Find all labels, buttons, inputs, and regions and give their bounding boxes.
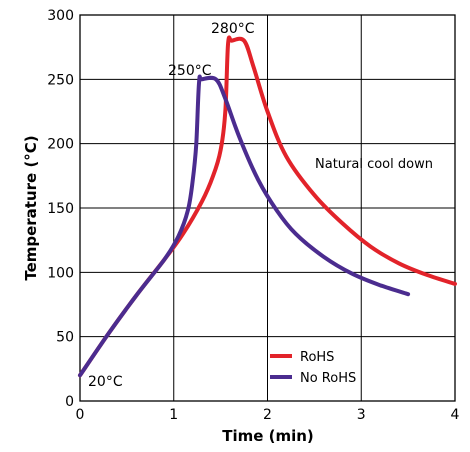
y-tick-label: 150 [47, 201, 74, 217]
y-tick-label: 250 [47, 72, 74, 88]
x-tick-label: 4 [451, 407, 460, 423]
y-axis-label: Temperature (°C) [22, 135, 40, 280]
annotation-start-temp: 20°C [88, 374, 123, 390]
x-tick-label: 1 [169, 407, 178, 423]
legend-label-rohs: RoHS [300, 350, 334, 365]
x-tick-label: 2 [263, 407, 272, 423]
y-tick-label: 200 [47, 137, 74, 153]
series-lines [78, 35, 457, 378]
x-tick-label: 3 [357, 407, 366, 423]
x-tick-labels: 0 1 2 3 4 [76, 407, 460, 423]
grid-lines [80, 15, 455, 401]
annotation-peak-rohs: 280°C [211, 21, 255, 37]
y-tick-label: 100 [47, 265, 74, 281]
x-axis-label: Time (min) [222, 427, 314, 445]
annotation-natural-cool-down: Natural cool down [315, 157, 433, 172]
legend-label-no-rohs: No RoHS [300, 371, 356, 386]
plot-frame [79, 14, 456, 402]
annotation-peak-no-rohs: 250°C [168, 63, 212, 79]
x-tick-label: 0 [76, 407, 85, 423]
y-tick-label: 300 [47, 8, 74, 24]
legend: RoHS No RoHS [270, 350, 356, 386]
series-line-no-rohs [78, 74, 411, 378]
y-tick-labels: 0 50 100 150 200 250 300 [47, 8, 74, 410]
y-tick-label: 0 [65, 394, 74, 410]
y-tick-label: 50 [56, 330, 74, 346]
